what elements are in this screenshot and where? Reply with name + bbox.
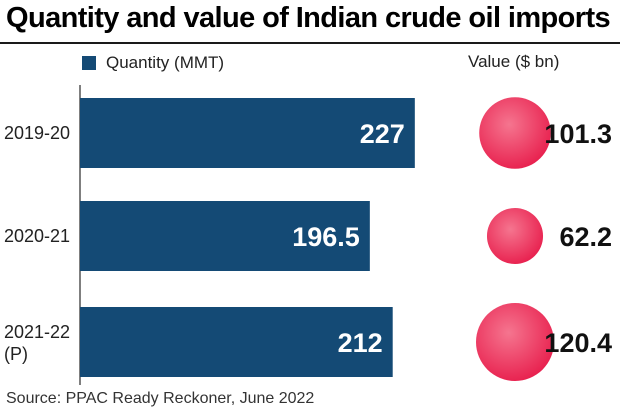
quantity-bar	[80, 307, 393, 377]
category-label: 2020-21	[4, 226, 70, 246]
legend: Quantity (MMT)	[82, 52, 224, 74]
value-column-header: Value ($ bn)	[468, 52, 560, 71]
category-label: 2021-22	[4, 322, 70, 342]
quantity-bar	[80, 98, 415, 168]
chart-title: Quantity and value of Indian crude oil i…	[6, 2, 611, 34]
legend-label-quantity: Quantity (MMT)	[106, 53, 225, 72]
value-label: 101.3	[544, 119, 612, 149]
source-note: Source: PPAC Ready Reckoner, June 2022	[6, 390, 315, 407]
value-label: 120.4	[544, 328, 612, 358]
quantity-bar	[80, 201, 370, 271]
value-label: 62.2	[559, 222, 612, 252]
quantity-bar-label: 196.5	[292, 222, 360, 252]
category-label: 2019-20	[4, 123, 70, 143]
title-rule	[0, 42, 620, 44]
value-bubble	[479, 97, 551, 169]
quantity-bar-label: 212	[338, 328, 383, 358]
legend-swatch-quantity	[82, 56, 96, 70]
chart-area: 2019-20 227 101.3 2020-21 196.5 62.2 2021-22(P…	[4, 85, 612, 385]
value-bubble	[486, 207, 544, 265]
quantity-bar-label: 227	[360, 119, 405, 149]
value-bubble	[476, 303, 554, 381]
category-sublabel: (P)	[4, 344, 28, 364]
